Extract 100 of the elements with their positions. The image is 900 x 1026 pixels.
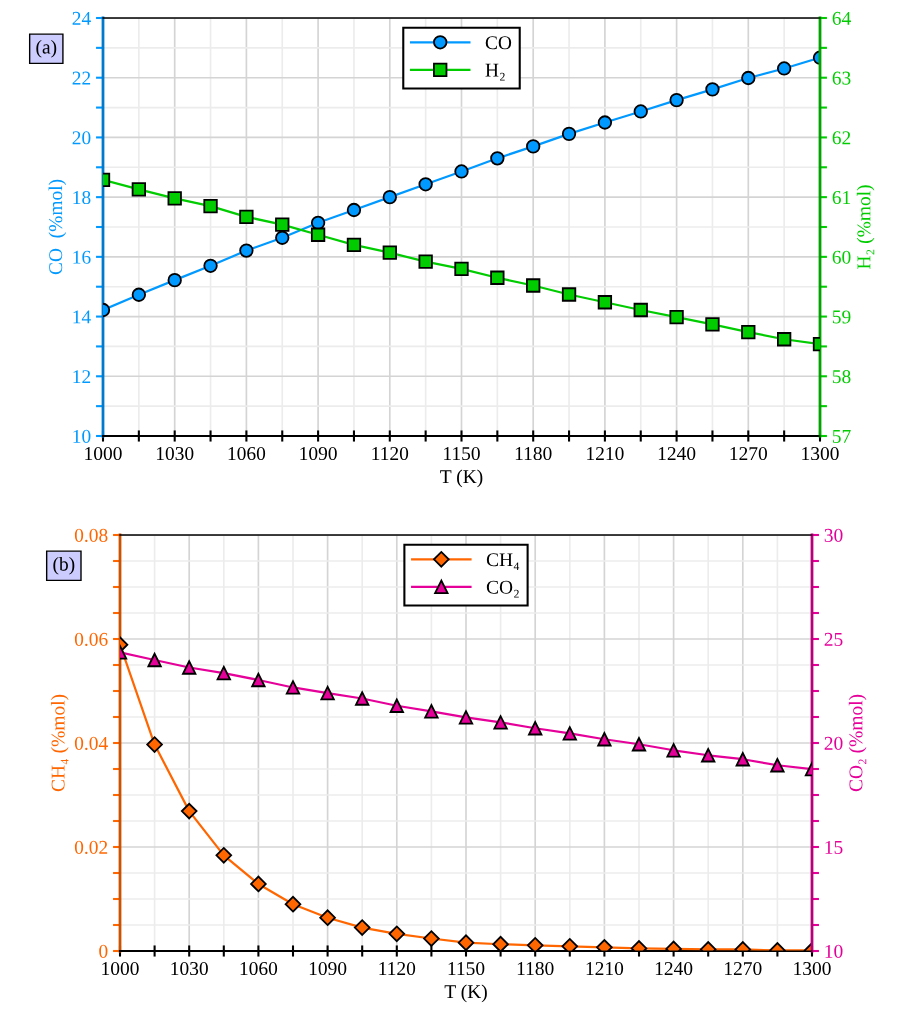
point	[146, 736, 163, 753]
point	[492, 935, 509, 951]
point	[776, 61, 792, 76]
point	[239, 243, 254, 258]
point	[203, 198, 218, 214]
point	[562, 726, 577, 741]
point	[735, 752, 750, 767]
point	[275, 230, 290, 245]
y-tick-label: 0	[99, 944, 108, 958]
point	[454, 164, 469, 179]
x-tick-label: 1300	[794, 961, 831, 976]
y2-tick-label: 10	[825, 944, 843, 958]
y-tick-label: 0.02	[74, 840, 108, 855]
point	[215, 847, 233, 864]
point	[131, 287, 147, 302]
point	[561, 126, 577, 142]
point	[701, 748, 716, 763]
point	[284, 895, 302, 913]
point	[389, 698, 404, 713]
legend-label: CO	[485, 36, 512, 50]
point	[423, 930, 440, 947]
y-tick-label: 22	[72, 71, 91, 85]
x-tick-label: 1060	[240, 961, 278, 976]
point	[633, 104, 648, 119]
x-tick-label: 1060	[228, 446, 266, 461]
x-tick-label: 1030	[171, 961, 208, 976]
y-tick-label: 12	[73, 370, 91, 384]
y2-tick-label: 59	[832, 310, 851, 324]
y-tick-label: 0.06	[74, 632, 108, 647]
point	[458, 710, 474, 725]
point	[131, 182, 147, 197]
text: (b)	[53, 556, 75, 575]
point	[705, 317, 720, 332]
y2-tick-label: 60	[832, 250, 851, 264]
x-tick-label: 1120	[372, 446, 409, 461]
point	[633, 302, 648, 318]
point	[669, 92, 684, 108]
point	[741, 324, 756, 340]
x-tick-label: 1300	[802, 446, 839, 461]
y2-axis-title: CO₂ (%mol)	[848, 694, 867, 792]
y2-tick-label: 15	[825, 840, 843, 854]
point	[147, 652, 162, 668]
point	[180, 802, 198, 820]
point	[239, 209, 254, 225]
point	[741, 70, 756, 86]
x-tick-label: 1120	[379, 961, 416, 976]
point	[631, 737, 647, 752]
x-axis-title: T (K)	[444, 984, 487, 1003]
point	[355, 691, 370, 706]
point	[167, 272, 182, 288]
point	[418, 254, 433, 269]
y-tick-label: 0.04	[74, 736, 108, 751]
point	[203, 258, 218, 273]
y-tick-label: 24	[72, 11, 91, 25]
y2-tick-label: 57	[832, 430, 851, 443]
point	[597, 732, 612, 747]
point	[285, 680, 301, 695]
x-tick-label: 1210	[586, 961, 624, 976]
point	[526, 278, 541, 293]
point	[382, 189, 397, 205]
point	[526, 139, 541, 154]
point	[250, 875, 267, 893]
y2-tick-label: 62	[832, 131, 851, 145]
x-tick-label: 1210	[587, 446, 624, 461]
point	[310, 227, 326, 242]
point	[454, 261, 469, 276]
point	[388, 925, 406, 943]
point	[418, 177, 433, 192]
point	[669, 310, 684, 325]
point	[597, 295, 613, 310]
text: (a)	[36, 39, 57, 58]
point	[493, 715, 508, 730]
point	[770, 758, 785, 773]
point	[167, 191, 182, 206]
point	[457, 934, 475, 951]
x-tick-label: 1090	[309, 961, 347, 976]
y-tick-label: 16	[73, 250, 91, 264]
point	[310, 215, 326, 230]
point	[597, 115, 613, 130]
y-tick-label: 10	[73, 429, 91, 443]
x-tick-label: 1030	[156, 446, 194, 461]
x-tick-label: 1180	[517, 961, 554, 976]
y2-tick-label: 61	[832, 191, 851, 205]
point	[561, 287, 577, 302]
x-tick-label: 1150	[444, 446, 480, 461]
x-tick-label: 1000	[85, 446, 122, 461]
y-axis-title: CH₄ (%mol)	[50, 694, 69, 792]
point	[319, 909, 336, 926]
x-tick-label: 1270	[730, 446, 767, 461]
legend-label: H₂	[485, 63, 505, 81]
point	[561, 938, 579, 951]
y2-tick-label: 63	[832, 71, 851, 85]
point	[346, 202, 362, 218]
point	[424, 704, 439, 719]
x-tick-label: 1240	[655, 961, 693, 976]
legend-label: CO₂	[486, 580, 519, 598]
x-axis-title: T (K)	[440, 469, 483, 488]
x-tick-label: 1270	[725, 961, 762, 976]
y-axis-title: CO (%mol)	[48, 179, 67, 275]
point	[275, 217, 290, 232]
